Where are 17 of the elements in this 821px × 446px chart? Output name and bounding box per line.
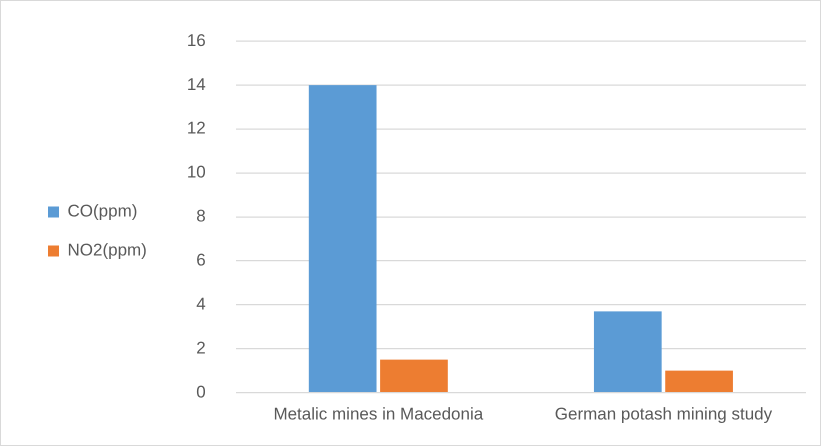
y-tick-label: 4: [196, 294, 206, 314]
y-tick-label: 8: [196, 206, 206, 226]
bar: [308, 85, 377, 392]
legend-label: NO2(ppm): [68, 240, 147, 260]
y-tick-label: 14: [186, 74, 206, 94]
x-tick-label: Metalic mines in Macedonia: [273, 404, 484, 424]
y-tick-label: 10: [186, 162, 206, 182]
y-tick-label: 2: [196, 338, 206, 358]
y-tick-label: 6: [196, 250, 206, 270]
y-tick-label: 16: [186, 30, 206, 50]
y-tick-label: 0: [196, 382, 206, 402]
x-tick-label: German potash mining study: [554, 404, 773, 424]
legend-label: CO(ppm): [68, 202, 138, 221]
bar: [665, 370, 733, 392]
y-tick-label: 12: [186, 118, 206, 138]
bar: [380, 360, 448, 392]
bar: [594, 311, 662, 392]
